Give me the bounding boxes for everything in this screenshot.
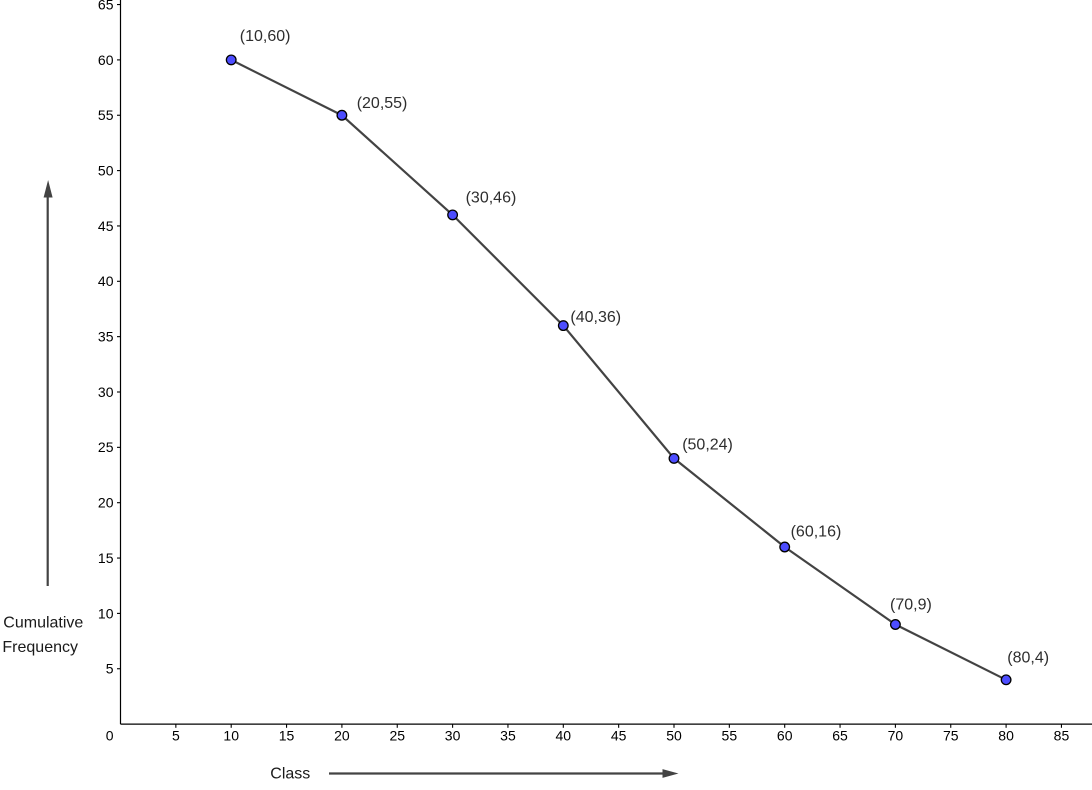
svg-text:85: 85 [1054, 728, 1070, 744]
svg-text:15: 15 [98, 550, 114, 566]
svg-text:10: 10 [223, 728, 239, 744]
svg-text:(50,24): (50,24) [682, 437, 733, 454]
svg-text:70: 70 [888, 728, 904, 744]
svg-text:80: 80 [998, 728, 1014, 744]
svg-text:25: 25 [98, 439, 114, 455]
svg-text:(30,46): (30,46) [466, 190, 517, 207]
svg-text:25: 25 [389, 728, 405, 744]
svg-text:10: 10 [98, 605, 114, 621]
svg-text:35: 35 [98, 329, 114, 345]
svg-text:65: 65 [98, 0, 114, 12]
svg-text:55: 55 [722, 728, 738, 744]
svg-text:60: 60 [777, 728, 793, 744]
svg-text:0: 0 [106, 728, 114, 744]
svg-text:(40,36): (40,36) [570, 309, 621, 326]
svg-text:30: 30 [98, 384, 114, 400]
svg-text:(70,9): (70,9) [890, 596, 932, 613]
svg-text:Class: Class [270, 766, 310, 783]
svg-text:45: 45 [98, 218, 114, 234]
svg-text:55: 55 [98, 107, 114, 123]
svg-text:(80,4): (80,4) [1007, 650, 1049, 667]
svg-text:40: 40 [98, 273, 114, 289]
svg-text:50: 50 [98, 162, 114, 178]
svg-text:20: 20 [334, 728, 350, 744]
svg-text:40: 40 [556, 728, 572, 744]
svg-text:(20,55): (20,55) [357, 95, 408, 112]
svg-text:50: 50 [666, 728, 682, 744]
svg-text:65: 65 [832, 728, 848, 744]
svg-text:30: 30 [445, 728, 461, 744]
svg-text:20: 20 [98, 495, 114, 511]
svg-text:Frequency: Frequency [2, 639, 78, 656]
svg-text:35: 35 [500, 728, 516, 744]
svg-text:5: 5 [172, 728, 180, 744]
svg-text:(10,60): (10,60) [240, 28, 291, 45]
svg-text:15: 15 [279, 728, 295, 744]
svg-text:60: 60 [98, 52, 114, 68]
svg-text:(60,16): (60,16) [791, 524, 842, 541]
svg-text:Cumulative: Cumulative [3, 614, 83, 631]
svg-text:45: 45 [611, 728, 627, 744]
svg-text:5: 5 [106, 661, 114, 677]
svg-text:75: 75 [943, 728, 959, 744]
